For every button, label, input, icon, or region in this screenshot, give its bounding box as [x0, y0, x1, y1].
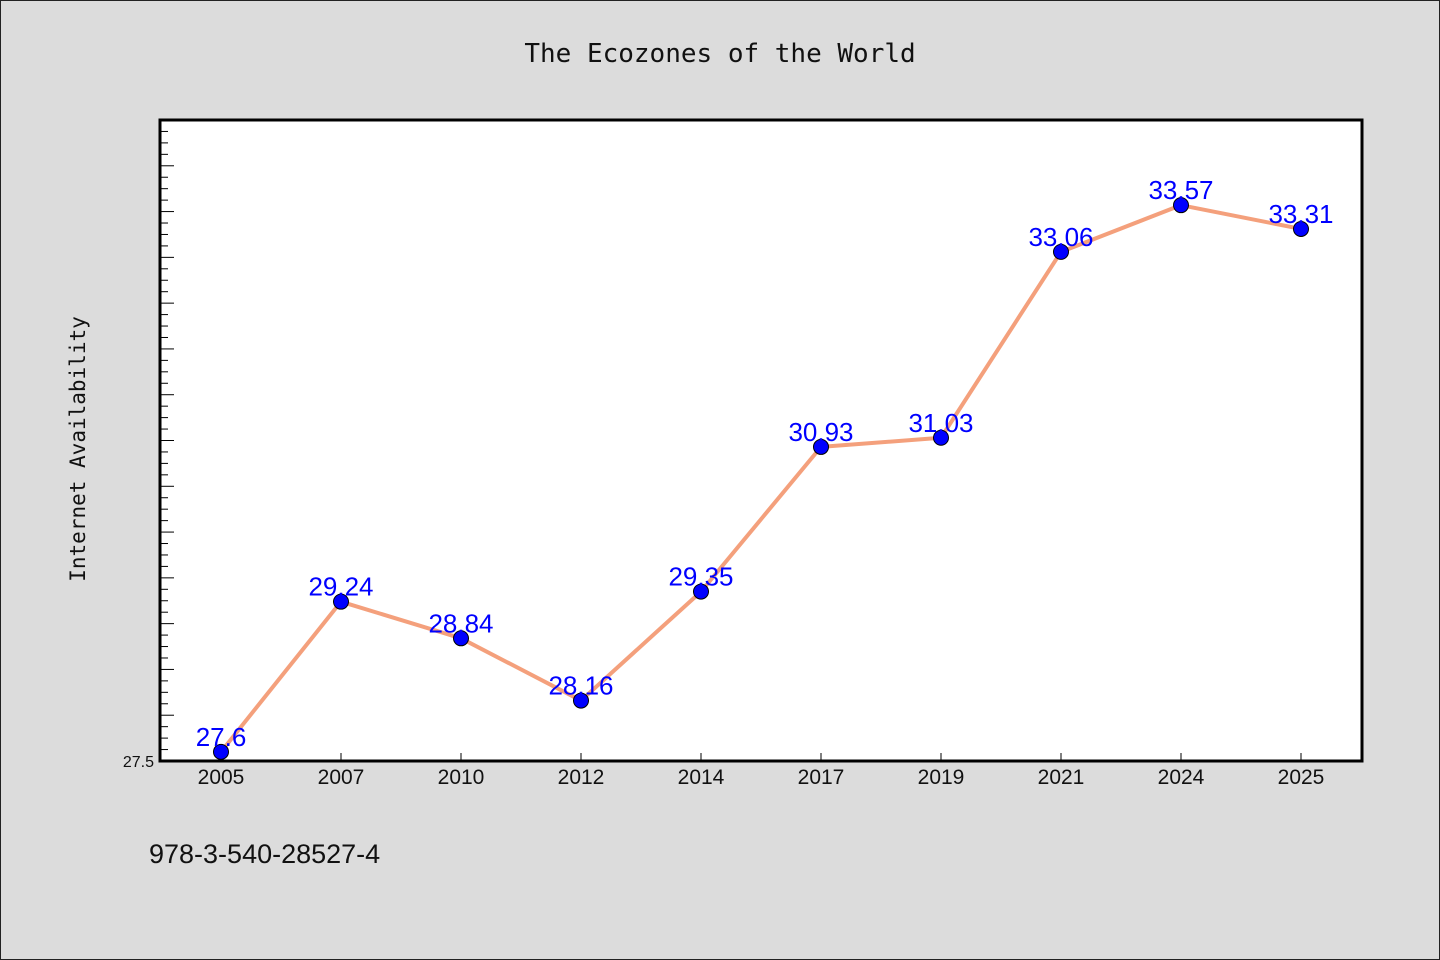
x-tick-label: 2014 — [678, 766, 725, 789]
data-point — [1053, 243, 1069, 260]
data-label: 31.03 — [908, 408, 973, 438]
data-point — [693, 583, 709, 600]
y-axis: 27.5 — [123, 754, 154, 771]
chart-title: The Ecozones of the World — [524, 39, 915, 69]
x-tick-label: 2007 — [318, 766, 365, 789]
footer-isbn: 978-3-540-28527-4 — [149, 839, 380, 869]
data-point — [573, 692, 589, 709]
x-axis: 2005 2007 2010 2012 2014 2017 2019 2021 2024 2025 — [198, 753, 1325, 789]
y-axis-label: Internet Availability — [66, 316, 90, 582]
data-point — [813, 438, 829, 455]
data-label: 29.24 — [308, 572, 373, 602]
data-point — [1293, 220, 1309, 237]
data-labels: 27.6 29.24 28.84 28.16 29.35 30.93 31.03 33.06 3… — [196, 175, 1334, 752]
data-point — [333, 593, 349, 610]
x-tick-label: 2012 — [558, 766, 605, 789]
x-tick-label: 2005 — [198, 766, 245, 789]
y-axis-ticks — [160, 119, 174, 762]
data-label: 33.57 — [1148, 175, 1213, 205]
data-label: 33.06 — [1028, 222, 1093, 252]
data-label: 29.35 — [668, 562, 733, 592]
data-label: 27.6 — [196, 722, 247, 752]
x-tick-label: 2017 — [798, 766, 845, 789]
data-point — [933, 429, 949, 446]
x-tick-label: 2025 — [1278, 766, 1325, 789]
data-label: 33.31 — [1268, 199, 1333, 229]
data-point — [453, 630, 469, 647]
data-label: 30.93 — [788, 417, 853, 447]
series-line-group — [219, 203, 1303, 754]
series-line — [219, 203, 1303, 754]
plot-area — [158, 118, 1364, 763]
data-point — [1173, 197, 1189, 214]
data-point — [213, 743, 229, 760]
x-tick-label: 2019 — [918, 766, 965, 789]
x-tick-label: 2010 — [438, 766, 485, 789]
x-tick-label: 2024 — [1158, 766, 1205, 789]
x-tick-label: 2021 — [1038, 766, 1085, 789]
data-label: 28.84 — [428, 608, 493, 638]
data-points — [213, 197, 1309, 760]
data-label: 28.16 — [548, 671, 613, 701]
y-tick-label: 27.5 — [123, 754, 154, 771]
